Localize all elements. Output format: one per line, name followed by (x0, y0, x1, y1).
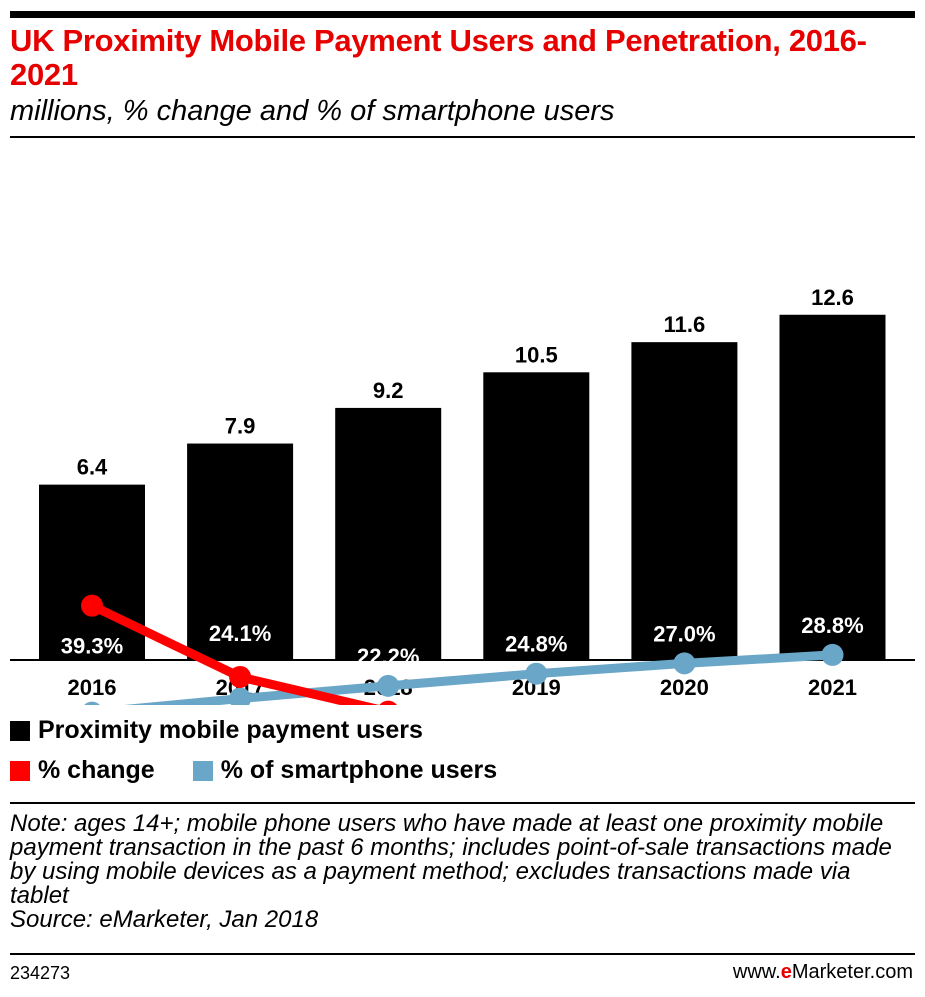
header-divider (10, 136, 915, 138)
chart-title: UK Proximity Mobile Payment Users and Pe… (10, 23, 867, 92)
chart-subtitle: millions, % change and % of smartphone u… (10, 95, 615, 127)
source-text: Source: eMarketer, Jan 2018 (10, 906, 319, 933)
penetration-point-2018 (377, 674, 400, 697)
penetration-point-2019 (525, 662, 548, 685)
x-tick-label-2020: 2020 (660, 675, 709, 700)
note-text: Note: ages 14+; mobile phone users who h… (10, 810, 892, 909)
legend-label-bars: Proximity mobile payment users (38, 716, 423, 744)
penetration-label-2020: 27.0% (653, 621, 715, 646)
series-line-penetration (124, 650, 837, 705)
change-label-2016: 39.3% (61, 634, 123, 659)
legend-swatch-penetration (192, 760, 213, 781)
note-divider (10, 802, 915, 804)
penetration-point-2017 (229, 687, 252, 705)
bar-2016 (39, 484, 145, 660)
x-tick-label-2016: 2016 (68, 675, 117, 700)
change-point-2018 (379, 700, 397, 705)
penetration-label-2018: 22.2% (357, 644, 419, 669)
top-rule (10, 11, 915, 18)
legend-label-change: % change (38, 756, 155, 784)
bar-value-label-2021: 12.6 (811, 285, 854, 310)
change-point-2017 (229, 665, 252, 688)
bar-value-label-2020: 11.6 (664, 312, 706, 337)
chart-area: 6.47.99.210.511.612.62016201720182019202… (10, 285, 915, 705)
legend-lines: % change % of smartphone users (10, 756, 497, 785)
penetration-point-2021 (821, 643, 844, 666)
chart-id: 234273 (10, 963, 71, 983)
bar-2019 (483, 372, 590, 660)
bar-value-label-2018: 9.2 (373, 378, 404, 403)
bar-2018 (335, 407, 442, 660)
penetration-label-2021: 28.8% (801, 613, 863, 638)
bar-2020 (631, 342, 738, 660)
bar-2021 (779, 314, 886, 660)
bar-value-label-2017: 7.9 (225, 414, 256, 439)
bar-value-label-2019: 10.5 (515, 342, 558, 367)
legend-swatch-change (10, 760, 30, 781)
penetration-label-2019: 24.8% (505, 632, 567, 657)
site-url[interactable]: www.eMarketer.com (733, 961, 913, 984)
site-prefix: www. (732, 961, 781, 983)
penetration-point-2016 (84, 701, 100, 705)
legend-label-penetration: % of smartphone users (220, 756, 498, 784)
legend-swatch-bars (10, 720, 30, 741)
x-tick-label-2021: 2021 (808, 675, 857, 700)
change-label-2017: 24.1% (209, 621, 271, 646)
chart-note: Note: ages 14+; mobile phone users who h… (10, 812, 915, 932)
bar-2017 (187, 443, 294, 660)
footer-divider (10, 953, 915, 955)
bar-value-label-2016: 6.4 (77, 455, 108, 480)
series-line-change (87, 601, 380, 705)
penetration-point-2020 (673, 652, 696, 675)
change-point-2016 (81, 594, 103, 617)
legend-bars: Proximity mobile payment users (10, 716, 423, 745)
site-rest: Marketer.com (791, 961, 913, 983)
site-brand: e (780, 961, 792, 983)
